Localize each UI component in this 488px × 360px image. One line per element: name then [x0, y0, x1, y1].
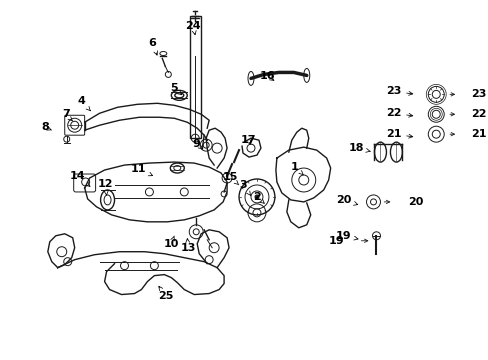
Text: 22: 22 — [385, 108, 412, 118]
Text: 20: 20 — [407, 197, 423, 207]
Text: 10: 10 — [163, 236, 179, 249]
Text: 19: 19 — [328, 236, 344, 246]
Text: 9: 9 — [192, 139, 203, 149]
Text: 22: 22 — [470, 109, 486, 119]
Text: 7: 7 — [62, 109, 72, 121]
Text: 2: 2 — [253, 192, 264, 203]
Bar — [190, 16, 201, 138]
Text: 21: 21 — [385, 129, 412, 139]
Text: 19: 19 — [335, 231, 357, 241]
Text: 20: 20 — [335, 195, 357, 205]
Text: 16: 16 — [260, 71, 275, 81]
Text: 8: 8 — [41, 122, 51, 132]
Text: 18: 18 — [348, 143, 369, 153]
Text: 15: 15 — [222, 172, 238, 185]
Text: 13: 13 — [180, 239, 196, 253]
Text: 23: 23 — [470, 89, 486, 99]
Text: 21: 21 — [470, 129, 486, 139]
Text: 5: 5 — [170, 84, 181, 95]
Text: 24: 24 — [185, 21, 201, 35]
Text: 25: 25 — [157, 286, 173, 301]
Text: 23: 23 — [385, 86, 412, 96]
Text: 4: 4 — [78, 96, 90, 111]
Text: 14: 14 — [70, 171, 90, 186]
Text: 6: 6 — [148, 37, 157, 55]
Text: 3: 3 — [239, 180, 250, 195]
Text: 11: 11 — [130, 164, 152, 176]
Text: 12: 12 — [98, 179, 113, 195]
Circle shape — [254, 195, 259, 199]
Text: 1: 1 — [290, 162, 303, 175]
Text: 17: 17 — [240, 135, 255, 145]
